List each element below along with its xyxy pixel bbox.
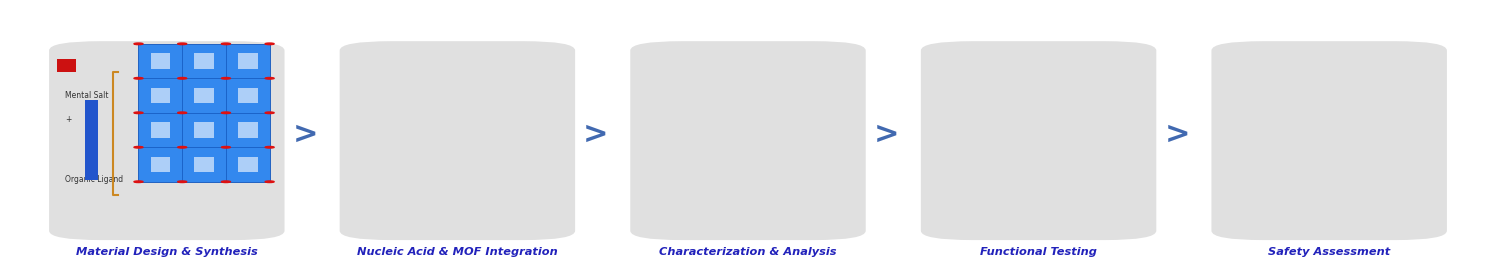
Bar: [57, 59, 76, 72]
Bar: [151, 122, 170, 138]
Text: >: >: [873, 120, 899, 148]
Circle shape: [266, 43, 275, 44]
Text: Nucleic Acid & MOF Integration: Nucleic Acid & MOF Integration: [357, 247, 558, 257]
Bar: [237, 157, 258, 172]
FancyBboxPatch shape: [49, 41, 285, 240]
FancyBboxPatch shape: [630, 41, 866, 240]
Circle shape: [266, 147, 275, 148]
Bar: [194, 53, 213, 69]
Bar: [85, 99, 99, 180]
Circle shape: [178, 43, 187, 44]
Bar: [139, 44, 270, 182]
Circle shape: [221, 77, 230, 79]
Circle shape: [178, 147, 187, 148]
FancyBboxPatch shape: [340, 41, 575, 240]
Circle shape: [221, 112, 230, 114]
Text: Material Design & Synthesis: Material Design & Synthesis: [76, 247, 258, 257]
Bar: [237, 122, 258, 138]
Circle shape: [178, 77, 187, 79]
Circle shape: [134, 77, 143, 79]
Circle shape: [221, 181, 230, 183]
Text: Functional Testing: Functional Testing: [979, 247, 1097, 257]
Circle shape: [134, 112, 143, 114]
Text: Characterization & Analysis: Characterization & Analysis: [660, 247, 836, 257]
Circle shape: [221, 43, 230, 44]
Bar: [151, 53, 170, 69]
Circle shape: [134, 43, 143, 44]
Bar: [237, 53, 258, 69]
Text: Safety Assessment: Safety Assessment: [1268, 247, 1390, 257]
Bar: [194, 122, 213, 138]
FancyBboxPatch shape: [1211, 41, 1447, 240]
Bar: [151, 157, 170, 172]
Text: >: >: [293, 120, 318, 148]
Circle shape: [221, 147, 230, 148]
Circle shape: [266, 112, 275, 114]
Bar: [237, 88, 258, 103]
Circle shape: [266, 181, 275, 183]
Bar: [194, 157, 213, 172]
Text: >: >: [584, 120, 609, 148]
Circle shape: [178, 181, 187, 183]
Text: >: >: [1165, 120, 1190, 148]
FancyBboxPatch shape: [921, 41, 1156, 240]
Circle shape: [178, 112, 187, 114]
Text: +: +: [66, 115, 72, 124]
Text: Mental Salt: Mental Salt: [66, 91, 109, 100]
Bar: [151, 88, 170, 103]
Circle shape: [134, 181, 143, 183]
Text: Organic Ligand: Organic Ligand: [66, 174, 124, 184]
Circle shape: [134, 147, 143, 148]
Bar: [194, 88, 213, 103]
Circle shape: [266, 77, 275, 79]
